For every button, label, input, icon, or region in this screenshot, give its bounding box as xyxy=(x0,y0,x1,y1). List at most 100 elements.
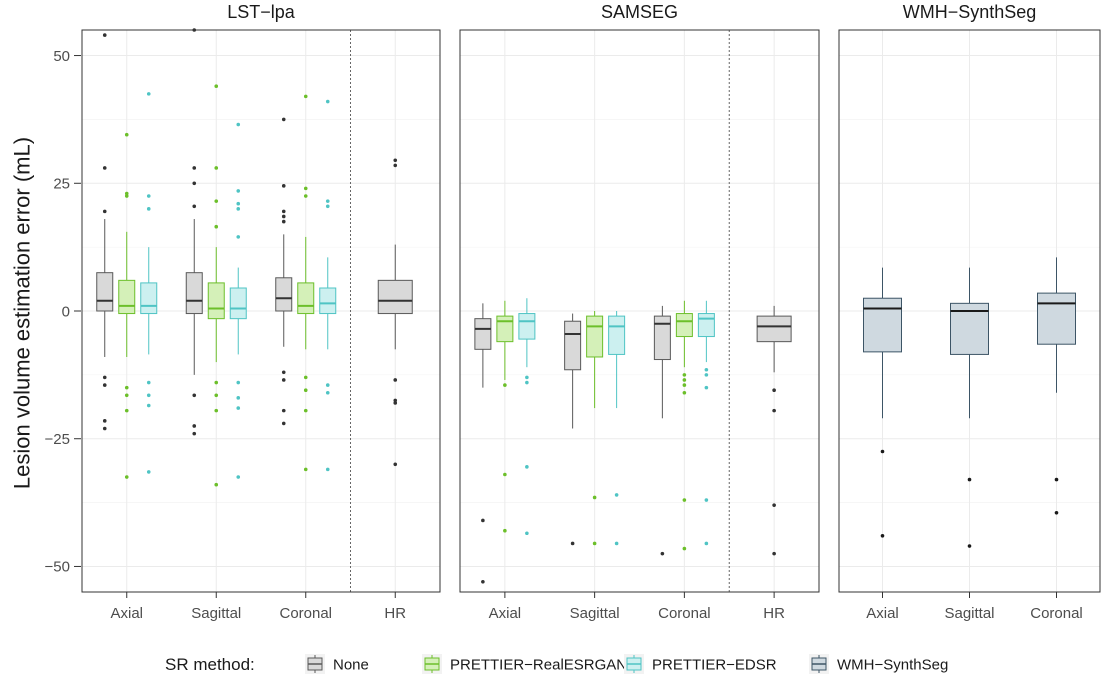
outlier-point xyxy=(214,84,219,88)
outlier-point xyxy=(325,199,330,203)
outlier-point xyxy=(146,92,151,96)
outlier-point xyxy=(525,465,529,469)
box-iqr xyxy=(697,313,715,338)
outlier-point xyxy=(325,467,330,472)
x-tick-label: HR xyxy=(763,605,785,622)
outlier-point xyxy=(325,390,330,395)
outlier-point xyxy=(236,406,241,410)
outlier-point xyxy=(481,579,485,584)
outlier-point xyxy=(481,518,485,523)
outlier-point xyxy=(303,194,308,198)
box-iqr xyxy=(675,313,693,338)
panel-title: SAMSEG xyxy=(601,2,678,22)
box-sagittal-wmh-synthseg xyxy=(950,267,989,548)
outlier-point xyxy=(393,163,398,168)
box-coronal-prettier-realesrgan xyxy=(675,300,693,551)
outlier-point xyxy=(192,431,197,436)
outlier-point xyxy=(281,117,286,122)
box-axial-prettier-realesrgan xyxy=(496,300,514,533)
outlier-point xyxy=(102,33,107,37)
outlier-point xyxy=(281,184,286,188)
legend-entry: WMH−SynthSeg xyxy=(809,654,948,674)
x-tick-label: Sagittal xyxy=(944,605,994,622)
outlier-point xyxy=(592,495,597,500)
box-sagittal-prettier-realesrgan xyxy=(586,311,604,546)
outlier-point xyxy=(146,403,151,408)
box-hr-none xyxy=(377,158,413,467)
box-iqr xyxy=(586,315,604,358)
outlier-point xyxy=(146,470,151,474)
box-iqr xyxy=(1037,292,1076,345)
outlier-point xyxy=(102,375,107,380)
y-tick-label: 50 xyxy=(53,48,70,65)
outlier-point xyxy=(236,189,241,193)
outlier-point xyxy=(503,528,507,533)
outlier-point xyxy=(146,194,151,198)
box-axial-prettier-edsr xyxy=(518,298,536,536)
outlier-point xyxy=(682,378,687,382)
outlier-point xyxy=(325,99,330,104)
x-tick-label: Coronal xyxy=(1030,605,1083,622)
outlier-point xyxy=(124,194,129,198)
outlier-point xyxy=(393,378,398,382)
x-tick-label: Axial xyxy=(110,605,143,622)
outlier-point xyxy=(303,408,308,413)
outlier-point xyxy=(967,544,972,548)
box-iqr xyxy=(229,287,247,320)
outlier-point xyxy=(503,383,507,387)
box-coronal-none xyxy=(653,305,671,556)
panel-1: SAMSEG Axial Sagittal Coronal HR xyxy=(459,2,820,622)
outlier-point xyxy=(570,541,575,546)
box-axial-prettier-realesrgan xyxy=(118,132,136,479)
outlier-point xyxy=(124,408,129,413)
outlier-point xyxy=(102,166,107,170)
outlier-point xyxy=(772,408,776,413)
outlier-point xyxy=(236,201,241,206)
outlier-point xyxy=(303,375,308,380)
outlier-point xyxy=(281,408,286,413)
facet-panels: LST−lpa Axial Sagittal Coronal HR SAMSEG Axial… xyxy=(81,2,1101,622)
outlier-point xyxy=(124,385,129,390)
x-tick-label: Sagittal xyxy=(191,605,241,622)
box-iqr xyxy=(207,282,225,320)
outlier-point xyxy=(525,380,529,385)
outlier-point xyxy=(236,122,241,127)
y-tick-label: −25 xyxy=(45,431,70,448)
outlier-point xyxy=(146,380,151,385)
outlier-point xyxy=(281,219,286,224)
box-iqr xyxy=(756,315,792,343)
box-coronal-none xyxy=(275,117,293,426)
box-iqr xyxy=(496,315,514,343)
outlier-point xyxy=(682,390,687,395)
outlier-point xyxy=(704,367,709,372)
outlier-point xyxy=(281,209,286,214)
outlier-point xyxy=(214,408,219,413)
box-axial-none xyxy=(96,33,114,431)
outlier-point xyxy=(393,158,398,163)
outlier-point xyxy=(236,207,241,211)
box-hr-none xyxy=(756,305,792,556)
outlier-point xyxy=(325,204,330,209)
box-iqr xyxy=(474,318,492,350)
outlier-point xyxy=(214,380,219,385)
y-tick-label: 25 xyxy=(53,176,70,193)
panel-border xyxy=(459,29,820,593)
box-iqr xyxy=(608,315,626,355)
box-iqr xyxy=(140,282,158,315)
outlier-point xyxy=(124,475,129,479)
outlier-point xyxy=(214,224,219,229)
outlier-point xyxy=(704,498,709,502)
box-iqr xyxy=(377,279,413,315)
outlier-point xyxy=(192,393,197,398)
outlier-point xyxy=(214,482,219,487)
outlier-point xyxy=(682,373,687,377)
legend-entry: PRETTIER−EDSR xyxy=(624,654,777,674)
box-iqr xyxy=(319,287,337,315)
outlier-point xyxy=(192,166,197,170)
outlier-point xyxy=(236,235,241,239)
box-coronal-prettier-edsr xyxy=(697,300,715,546)
box-iqr xyxy=(118,279,136,315)
outlier-point xyxy=(660,551,665,556)
outlier-point xyxy=(102,383,107,387)
legend-entry: None xyxy=(305,654,369,674)
